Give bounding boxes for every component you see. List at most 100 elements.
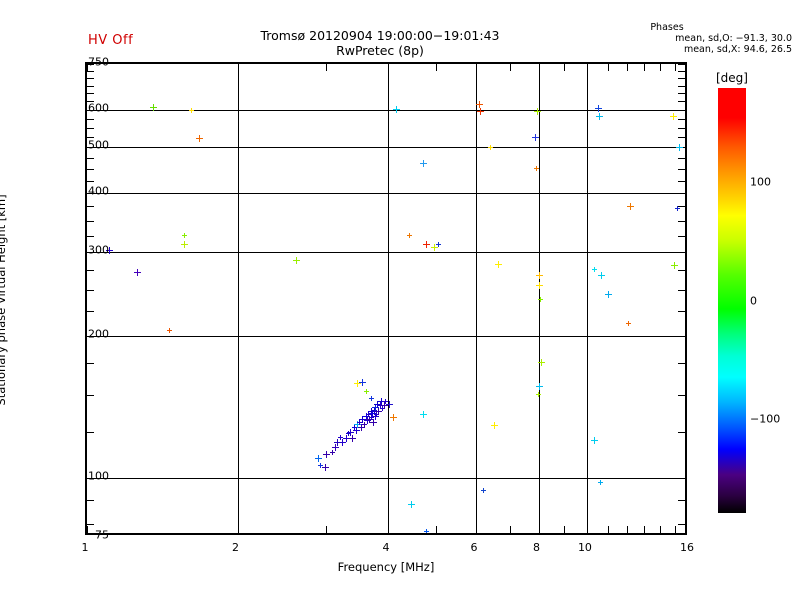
data-point bbox=[536, 271, 544, 279]
x-axis-tick bbox=[626, 526, 628, 533]
data-point bbox=[389, 414, 397, 422]
gridline-horizontal bbox=[87, 109, 685, 111]
data-point bbox=[356, 419, 362, 425]
data-point bbox=[377, 398, 385, 406]
data-point bbox=[334, 438, 341, 446]
y-axis-tick bbox=[678, 499, 685, 501]
data-point bbox=[419, 159, 427, 167]
colorbar-tick-label: 100 bbox=[750, 175, 771, 189]
data-point bbox=[166, 327, 172, 333]
data-point bbox=[393, 106, 401, 114]
data-point bbox=[487, 145, 493, 151]
x-tick-label: 8 bbox=[533, 541, 540, 554]
x-axis-tick bbox=[237, 526, 239, 533]
data-point bbox=[490, 422, 498, 430]
gridline-horizontal bbox=[87, 147, 685, 149]
y-axis-tick bbox=[678, 523, 685, 525]
x-axis-tick bbox=[586, 64, 588, 71]
data-point bbox=[353, 426, 360, 434]
y-axis-tick bbox=[678, 157, 685, 159]
data-point bbox=[385, 400, 393, 408]
data-point bbox=[533, 107, 541, 115]
x-axis-tick bbox=[538, 64, 540, 71]
y-tick-label: 750 bbox=[88, 55, 109, 69]
x-axis-tick bbox=[476, 64, 478, 71]
data-point bbox=[366, 415, 374, 423]
x-axis-tick bbox=[87, 526, 88, 533]
gridline-vertical bbox=[237, 64, 239, 533]
data-point bbox=[330, 450, 336, 456]
y-tick-label: 500 bbox=[88, 138, 109, 152]
gridline-vertical bbox=[388, 64, 389, 533]
x-axis-tick bbox=[643, 64, 645, 71]
x-axis-tick bbox=[436, 64, 438, 71]
y-axis-tick bbox=[87, 193, 94, 195]
y-axis-tick bbox=[87, 101, 94, 103]
data-point bbox=[362, 412, 370, 420]
y-axis-tick bbox=[87, 335, 94, 337]
data-point bbox=[182, 233, 188, 239]
data-point bbox=[362, 421, 368, 427]
y-axis-tick bbox=[678, 432, 685, 434]
data-point bbox=[476, 100, 484, 108]
data-point bbox=[322, 464, 330, 472]
data-point bbox=[407, 500, 415, 508]
data-point bbox=[671, 262, 679, 270]
y-axis-tick bbox=[678, 335, 685, 337]
data-point bbox=[368, 396, 374, 402]
data-point bbox=[532, 134, 540, 142]
x-axis-tick bbox=[564, 526, 566, 533]
y-axis-tick bbox=[87, 109, 94, 111]
data-point bbox=[338, 434, 344, 440]
data-point bbox=[383, 399, 389, 405]
data-point bbox=[345, 431, 351, 437]
plot-canvas bbox=[87, 64, 685, 533]
gridline-vertical bbox=[476, 64, 478, 533]
gridline-vertical bbox=[586, 64, 588, 533]
data-point bbox=[353, 380, 361, 388]
y-axis-tick bbox=[678, 477, 685, 479]
data-point bbox=[342, 435, 350, 443]
y-axis-tick bbox=[87, 157, 94, 159]
data-point bbox=[359, 415, 367, 423]
colorbar-gradient bbox=[718, 88, 746, 513]
y-axis-tick bbox=[678, 270, 685, 272]
y-axis-tick bbox=[87, 64, 94, 65]
gridline-horizontal bbox=[87, 193, 685, 195]
y-axis-tick bbox=[678, 289, 685, 291]
y-axis-tick bbox=[678, 394, 685, 396]
data-point bbox=[346, 428, 354, 436]
data-point bbox=[626, 202, 634, 210]
data-point bbox=[373, 400, 381, 408]
data-point bbox=[423, 529, 429, 533]
data-point bbox=[536, 392, 541, 398]
y-axis-tick bbox=[87, 127, 94, 129]
data-point bbox=[598, 479, 604, 485]
data-point bbox=[317, 463, 323, 469]
colorbar-tick-label: −100 bbox=[750, 412, 781, 426]
x-axis-tick bbox=[607, 64, 609, 71]
data-point bbox=[331, 443, 339, 451]
y-axis-tick bbox=[678, 311, 685, 313]
x-tick-label: 1 bbox=[81, 541, 89, 554]
y-axis-tick bbox=[87, 394, 94, 396]
scatter-plot-frame bbox=[85, 62, 687, 535]
y-axis-tick bbox=[87, 93, 94, 95]
y-axis-tick bbox=[87, 289, 94, 291]
y-tick-label: 75 bbox=[95, 528, 109, 542]
data-point bbox=[591, 266, 597, 272]
y-axis-tick bbox=[87, 147, 94, 149]
phase-stats-x: mean, sd,X: 94.6, 26.5 bbox=[683, 44, 792, 55]
data-point bbox=[535, 383, 543, 391]
data-point bbox=[354, 420, 362, 428]
data-point bbox=[357, 423, 365, 431]
y-axis-tick bbox=[678, 235, 685, 237]
y-axis-title: Stationary phase Virtual Height [km] bbox=[0, 194, 8, 406]
gridline-horizontal bbox=[87, 252, 685, 254]
data-point bbox=[536, 282, 544, 290]
y-tick-label: 300 bbox=[88, 243, 109, 257]
data-point bbox=[381, 402, 389, 410]
data-point bbox=[420, 411, 428, 419]
y-tick-label: 100 bbox=[88, 469, 109, 483]
data-point bbox=[376, 402, 384, 410]
